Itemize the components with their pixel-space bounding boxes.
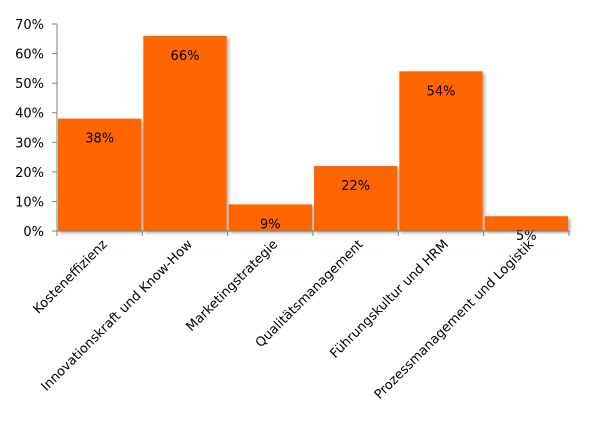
y-tick-label: 40%	[15, 107, 44, 122]
category-label: Marketingstrategie	[184, 237, 282, 335]
bar-6	[484, 216, 568, 231]
category-label: Kosteneffizienz	[31, 237, 111, 317]
y-tick-label: 60%	[15, 48, 44, 63]
y-tick-label: 20%	[15, 166, 44, 181]
bar-2	[143, 35, 227, 232]
category-label: Innovationskraft und Know-How	[39, 237, 196, 394]
data-label: 5%	[516, 229, 537, 244]
y-tick-label: 50%	[15, 77, 44, 92]
bar-4	[314, 165, 398, 231]
data-label: 66%	[171, 49, 200, 64]
y-tick-label: 30%	[15, 136, 44, 151]
bars: 38% 66% 9% 22% 54% 5%	[58, 35, 568, 244]
data-label: 38%	[85, 132, 114, 147]
data-label: 9%	[260, 217, 281, 232]
y-tick-label: 70%	[15, 18, 44, 33]
y-tick-label: 0%	[23, 225, 44, 240]
x-axis	[56, 230, 570, 236]
data-label: 22%	[341, 179, 370, 194]
category-label: Prozessmanagement und Logistik	[372, 237, 538, 403]
bar-3	[228, 204, 312, 231]
y-axis: 0% 10% 20% 30% 40% 50% 60% 70%	[15, 18, 58, 240]
y-tick-label: 10%	[15, 195, 44, 210]
bar-5	[399, 71, 483, 231]
bar-1	[58, 118, 142, 231]
data-label: 54%	[427, 84, 456, 99]
